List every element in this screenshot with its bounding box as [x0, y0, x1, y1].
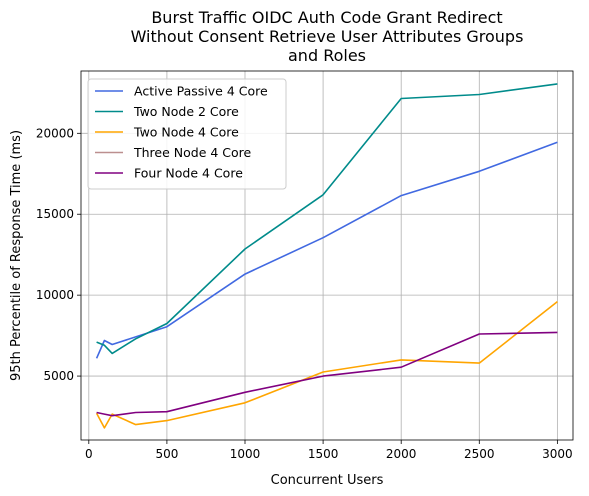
y-tick-label: 5000 — [43, 369, 74, 383]
x-tick-label: 500 — [155, 447, 178, 461]
x-axis-ticks: 0 500 1000 1500 2000 2500 3000 — [85, 440, 573, 461]
legend-label: Two Node 2 Core — [133, 104, 239, 119]
y-axis-label: 95th Percentile of Response Time (ms) — [9, 130, 24, 381]
chart-title-line: Without Consent Retrieve User Attributes… — [131, 27, 524, 46]
x-axis-label: Concurrent Users — [271, 473, 384, 488]
y-tick-label: 20000 — [36, 126, 74, 140]
chart-title: Burst Traffic OIDC Auth Code Grant Redir… — [131, 8, 524, 65]
legend-label: Active Passive 4 Core — [134, 84, 268, 99]
y-tick-label: 15000 — [36, 207, 74, 221]
legend-label: Four Node 4 Core — [134, 166, 243, 181]
series-line-5 — [97, 332, 558, 415]
x-tick-label: 2000 — [386, 447, 417, 461]
x-tick-label: 2500 — [464, 447, 495, 461]
legend-label: Three Node 4 Core — [133, 145, 252, 160]
x-tick-label: 0 — [85, 447, 93, 461]
legend-label: Two Node 4 Core — [133, 125, 239, 140]
x-tick-label: 1000 — [230, 447, 261, 461]
x-tick-label: 1500 — [308, 447, 339, 461]
x-tick-label: 3000 — [542, 447, 573, 461]
chart-title-line: Burst Traffic OIDC Auth Code Grant Redir… — [151, 8, 502, 27]
series-line-3 — [97, 302, 558, 428]
y-axis-ticks: 5000 10000 15000 20000 — [36, 126, 81, 383]
y-tick-label: 10000 — [36, 288, 74, 302]
legend: Active Passive 4 Core Two Node 2 Core Two … — [88, 79, 286, 189]
chart-title-line: and Roles — [288, 46, 366, 65]
